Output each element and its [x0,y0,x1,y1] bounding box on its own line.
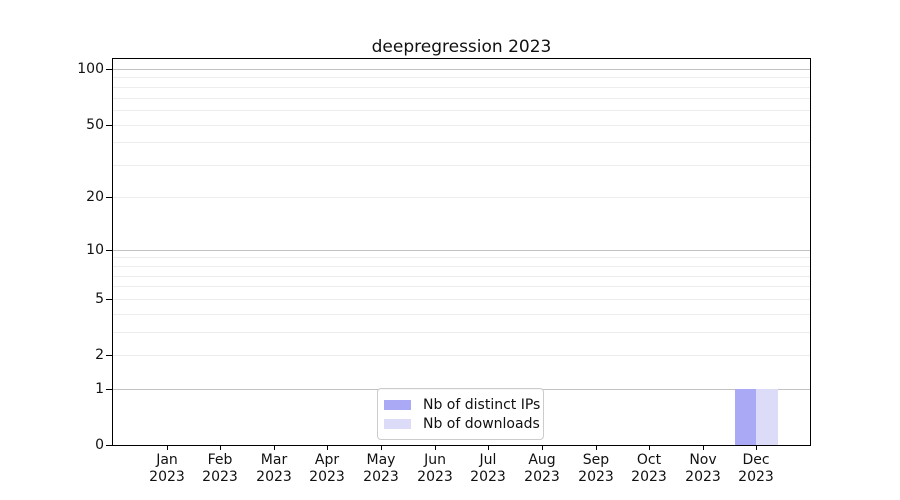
y-tick-label-10: 10 [86,242,104,258]
y-tick-label-50: 50 [86,117,104,133]
y-tick-label-100: 100 [77,61,104,77]
bars-layer [113,59,810,445]
x-tick-year-sep: 2023 [578,469,614,485]
y-gridline-minor-40 [113,142,810,143]
y-tick-label-5: 5 [95,291,104,307]
x-tick-label-apr: Apr 2023 [292,452,362,486]
x-tick-year-feb: 2023 [202,469,238,485]
x-tick-year-may: 2023 [363,469,399,485]
y-tick-label-0: 0 [95,437,104,453]
plot-area: Nb of distinct IPs Nb of downloads [112,58,811,446]
y-gridline-minor-8 [113,266,810,267]
x-tick-label-jan: Jan 2023 [132,452,202,486]
legend-item-distinct-ips: Nb of distinct IPs [384,395,543,414]
y-gridline-minor-70 [113,98,810,99]
y-gridline-minor-80 [113,87,810,88]
x-tick-label-aug: Aug 2023 [507,452,577,486]
x-tick-month-jun: Jun [424,452,446,468]
x-tick-month-feb: Feb [207,452,233,468]
y-gridline-minor-30 [113,165,810,166]
legend: Nb of distinct IPs Nb of downloads [377,388,544,440]
x-tick-month-apr: Apr [314,452,340,468]
y-tick-label-1: 1 [95,381,104,397]
y-gridline-major-10 [113,250,810,251]
legend-label-distinct-ips: Nb of distinct IPs [423,396,541,413]
chart-title: deepregression 2023 [371,37,552,57]
y-gridline-minor-60 [113,110,810,111]
x-tick-month-aug: Aug [528,452,556,468]
x-tick-month-may: May [366,452,396,468]
y-gridline-minor-50 [113,125,810,126]
x-tick-year-oct: 2023 [631,469,667,485]
x-tick-month-jan: Jan [156,452,178,468]
x-tick-month-dec: Dec [742,452,770,468]
y-tick-label-2: 2 [95,347,104,363]
y-gridline-minor-7 [113,276,810,277]
x-tick-month-jul: Jul [479,452,497,468]
y-gridline-minor-6 [113,286,810,287]
bar-nb-of-downloads-dec [756,388,778,445]
legend-swatch-downloads [384,418,411,429]
x-tick-label-may: May 2023 [346,452,416,486]
y-gridline-minor-4 [113,314,810,315]
legend-swatch-distinct-ips [384,399,411,410]
x-tick-label-dec: Dec 2023 [721,452,791,486]
y-gridline-minor-5 [113,299,810,300]
x-tick-month-nov: Nov [689,452,717,468]
y-gridline-minor-20 [113,197,810,198]
x-tick-year-apr: 2023 [309,469,345,485]
x-tick-month-oct: Oct [636,452,662,468]
y-gridline-minor-3 [113,332,810,333]
y-gridline-minor-2 [113,355,810,356]
x-tick-label-feb: Feb 2023 [185,452,255,486]
y-tick-label-20: 20 [86,189,104,205]
legend-item-downloads: Nb of downloads [384,414,543,433]
x-tick-label-sep: Sep 2023 [561,452,631,486]
x-tick-label-mar: Mar 2023 [239,452,309,486]
legend-label-downloads: Nb of downloads [423,415,540,432]
x-tick-label-oct: Oct 2023 [614,452,684,486]
x-tick-year-jan: 2023 [149,469,185,485]
x-tick-label-nov: Nov 2023 [668,452,738,486]
y-gridline-minor-9 [113,257,810,258]
x-tick-month-sep: Sep [582,452,610,468]
x-tick-year-nov: 2023 [685,469,721,485]
x-tick-year-jun: 2023 [417,469,453,485]
x-tick-year-mar: 2023 [256,469,292,485]
x-tick-year-jul: 2023 [470,469,506,485]
x-tick-label-jul: Jul 2023 [453,452,523,486]
y-gridline-minor-90 [113,77,810,78]
y-gridline-major-100 [113,69,810,70]
bar-nb-of-distinct-ips-dec [734,388,757,445]
x-tick-year-aug: 2023 [524,469,560,485]
x-tick-year-dec: 2023 [738,469,774,485]
x-tick-label-jun: Jun 2023 [400,452,470,486]
x-tick-month-mar: Mar [260,452,288,468]
